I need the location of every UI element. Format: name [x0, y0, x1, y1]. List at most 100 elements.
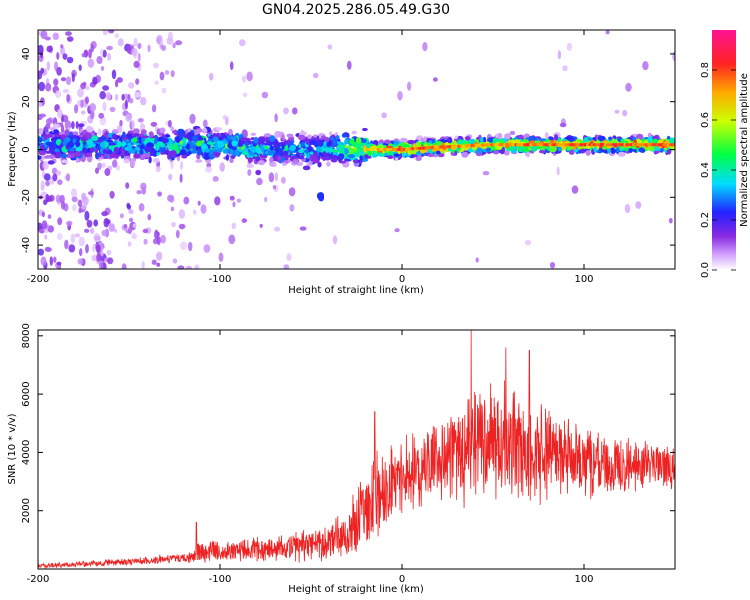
spectrogram-noise-cell	[288, 187, 296, 197]
spectrogram-noise-cell	[47, 214, 52, 220]
spectrogram-noise-cell	[111, 69, 117, 80]
spectrogram-noise-cell	[161, 87, 167, 94]
spectrogram-noise-cell	[289, 204, 295, 212]
spectrogram-band-cell	[348, 147, 355, 155]
spectrogram-noise-cell	[347, 60, 352, 70]
spectrogram-noise-cell	[43, 199, 48, 206]
spectrogram-band-cell	[127, 142, 132, 150]
spectrogram-noise-cell	[60, 46, 65, 56]
spectrogram-noise-cell	[175, 40, 183, 46]
spectrogram-band-cell	[447, 136, 453, 144]
spectrogram-noise-cell	[209, 72, 214, 81]
spectrogram-band-cell	[417, 155, 422, 159]
spectrogram-noise-cell	[64, 239, 69, 250]
spectrogram-noise-cell	[52, 32, 59, 41]
spectrogram-band-cell	[617, 151, 626, 157]
spectrogram-band-cell	[123, 159, 130, 164]
spectrogram-band-cell	[80, 137, 88, 142]
spectrogram-band-cell	[620, 138, 625, 144]
spectrogram-noise-cell	[147, 44, 151, 53]
spectrogram-band-cell	[55, 138, 62, 146]
spectrogram-noise-cell	[66, 36, 74, 42]
spectrogram-band-cell	[312, 156, 319, 163]
spectrogram-band-cell	[59, 153, 68, 158]
spectrogram-band-cell	[538, 138, 546, 142]
spectrogram-band-cell	[269, 156, 274, 163]
spectrogram-band-cell	[454, 150, 458, 156]
spectrogram-band-cell	[504, 133, 511, 140]
spectrogram-band-cell	[172, 145, 179, 150]
spectrogram-noise-cell	[45, 118, 53, 125]
spectrogram-noise-cell	[143, 238, 148, 245]
spectrogram-noise-cell	[433, 77, 438, 82]
spectrogram-band-cell	[526, 151, 530, 158]
spectrogram-noise-cell	[72, 204, 77, 212]
spectrogram-noise-cell	[104, 168, 111, 177]
spectrogram-xtick-label: -100	[209, 274, 232, 285]
spectrogram-noise-cell	[247, 169, 252, 176]
spectrogram-band-cell	[141, 135, 149, 139]
spectrogram-band-cell	[242, 151, 248, 156]
spectrogram-noise-cell	[272, 185, 277, 190]
spectrogram-noise-cell	[101, 211, 108, 217]
spectrogram-band-cell	[116, 140, 122, 148]
spectrogram-noise-cell	[140, 182, 147, 191]
spectrogram-band-cell	[189, 144, 198, 150]
spectrogram-noise-cell	[172, 258, 178, 264]
spectrogram-ridge-cell	[671, 143, 675, 147]
spectrogram-band-cell	[356, 143, 361, 150]
spectrogram-band-cell	[177, 128, 185, 136]
spectrogram-band-cell	[179, 140, 183, 145]
spectrogram-noise-cell	[106, 45, 113, 51]
spectrogram-band-cell	[508, 147, 516, 151]
spectrogram-noise-cell	[625, 82, 632, 92]
spectrogram-band-cell	[350, 137, 355, 145]
spectrogram-band-cell	[70, 147, 75, 152]
spectrogram-noise-cell	[140, 96, 147, 106]
spectrogram-noise-cell	[84, 210, 90, 221]
snr-ytick-label: 8000	[21, 323, 32, 348]
spectrogram-noise-cell	[137, 43, 142, 49]
spectrogram-noise-cell	[422, 42, 428, 52]
spectrogram-noise-cell	[177, 265, 185, 269]
spectrogram-noise-cell	[81, 192, 87, 201]
spectrogram-noise-cell	[214, 196, 221, 206]
spectrogram-noise-cell	[90, 110, 95, 120]
spectrogram-noise-cell	[93, 219, 99, 227]
spectrogram-band-cell	[360, 138, 367, 143]
spectrogram-band-cell	[608, 136, 613, 141]
spectrogram-noise-cell	[65, 31, 72, 36]
spectrogram-band-cell	[180, 149, 187, 155]
spectrogram-band-cell	[228, 128, 233, 136]
spectrogram-band-cell	[186, 131, 195, 139]
spectrogram-noise-cell	[178, 223, 186, 230]
spectrogram-band-cell	[102, 149, 110, 154]
spectrogram-noise-cell	[100, 252, 104, 257]
spectrogram-band-cell	[231, 140, 238, 147]
spectrogram-noise-cell	[62, 89, 70, 94]
spectrogram-noise-cell	[98, 112, 105, 119]
spectrogram-noise-cell	[241, 218, 247, 223]
spectrogram-noise-cell	[59, 194, 65, 204]
spectrogram-band-cell	[393, 153, 401, 157]
spectrogram-band-cell	[632, 148, 637, 153]
spectrogram-band-cell	[179, 146, 183, 150]
spectrogram-band-cell	[221, 133, 226, 138]
spectrogram-band-cell	[564, 136, 573, 140]
spectrogram-band-cell	[660, 148, 665, 151]
spectrogram-band-cell	[263, 146, 269, 150]
spectrogram-noise-cell	[80, 99, 84, 108]
spectrogram-band-cell	[610, 147, 615, 155]
spectrogram-band-cell	[251, 147, 257, 153]
spectrogram-noise-cell	[41, 220, 48, 230]
spectrogram-band-cell	[165, 134, 171, 138]
spectrogram-band-cell	[79, 134, 84, 138]
spectrogram-band-cell	[38, 137, 43, 143]
spectrogram-band-cell	[469, 138, 475, 145]
spectrogram-band-cell	[251, 140, 255, 144]
spectrogram-band-cell	[299, 155, 305, 160]
colorbar-label: Normalized spectral amplitude	[739, 73, 750, 227]
spectrogram-noise-cell	[91, 254, 98, 262]
spectrogram-band-cell	[75, 147, 83, 152]
